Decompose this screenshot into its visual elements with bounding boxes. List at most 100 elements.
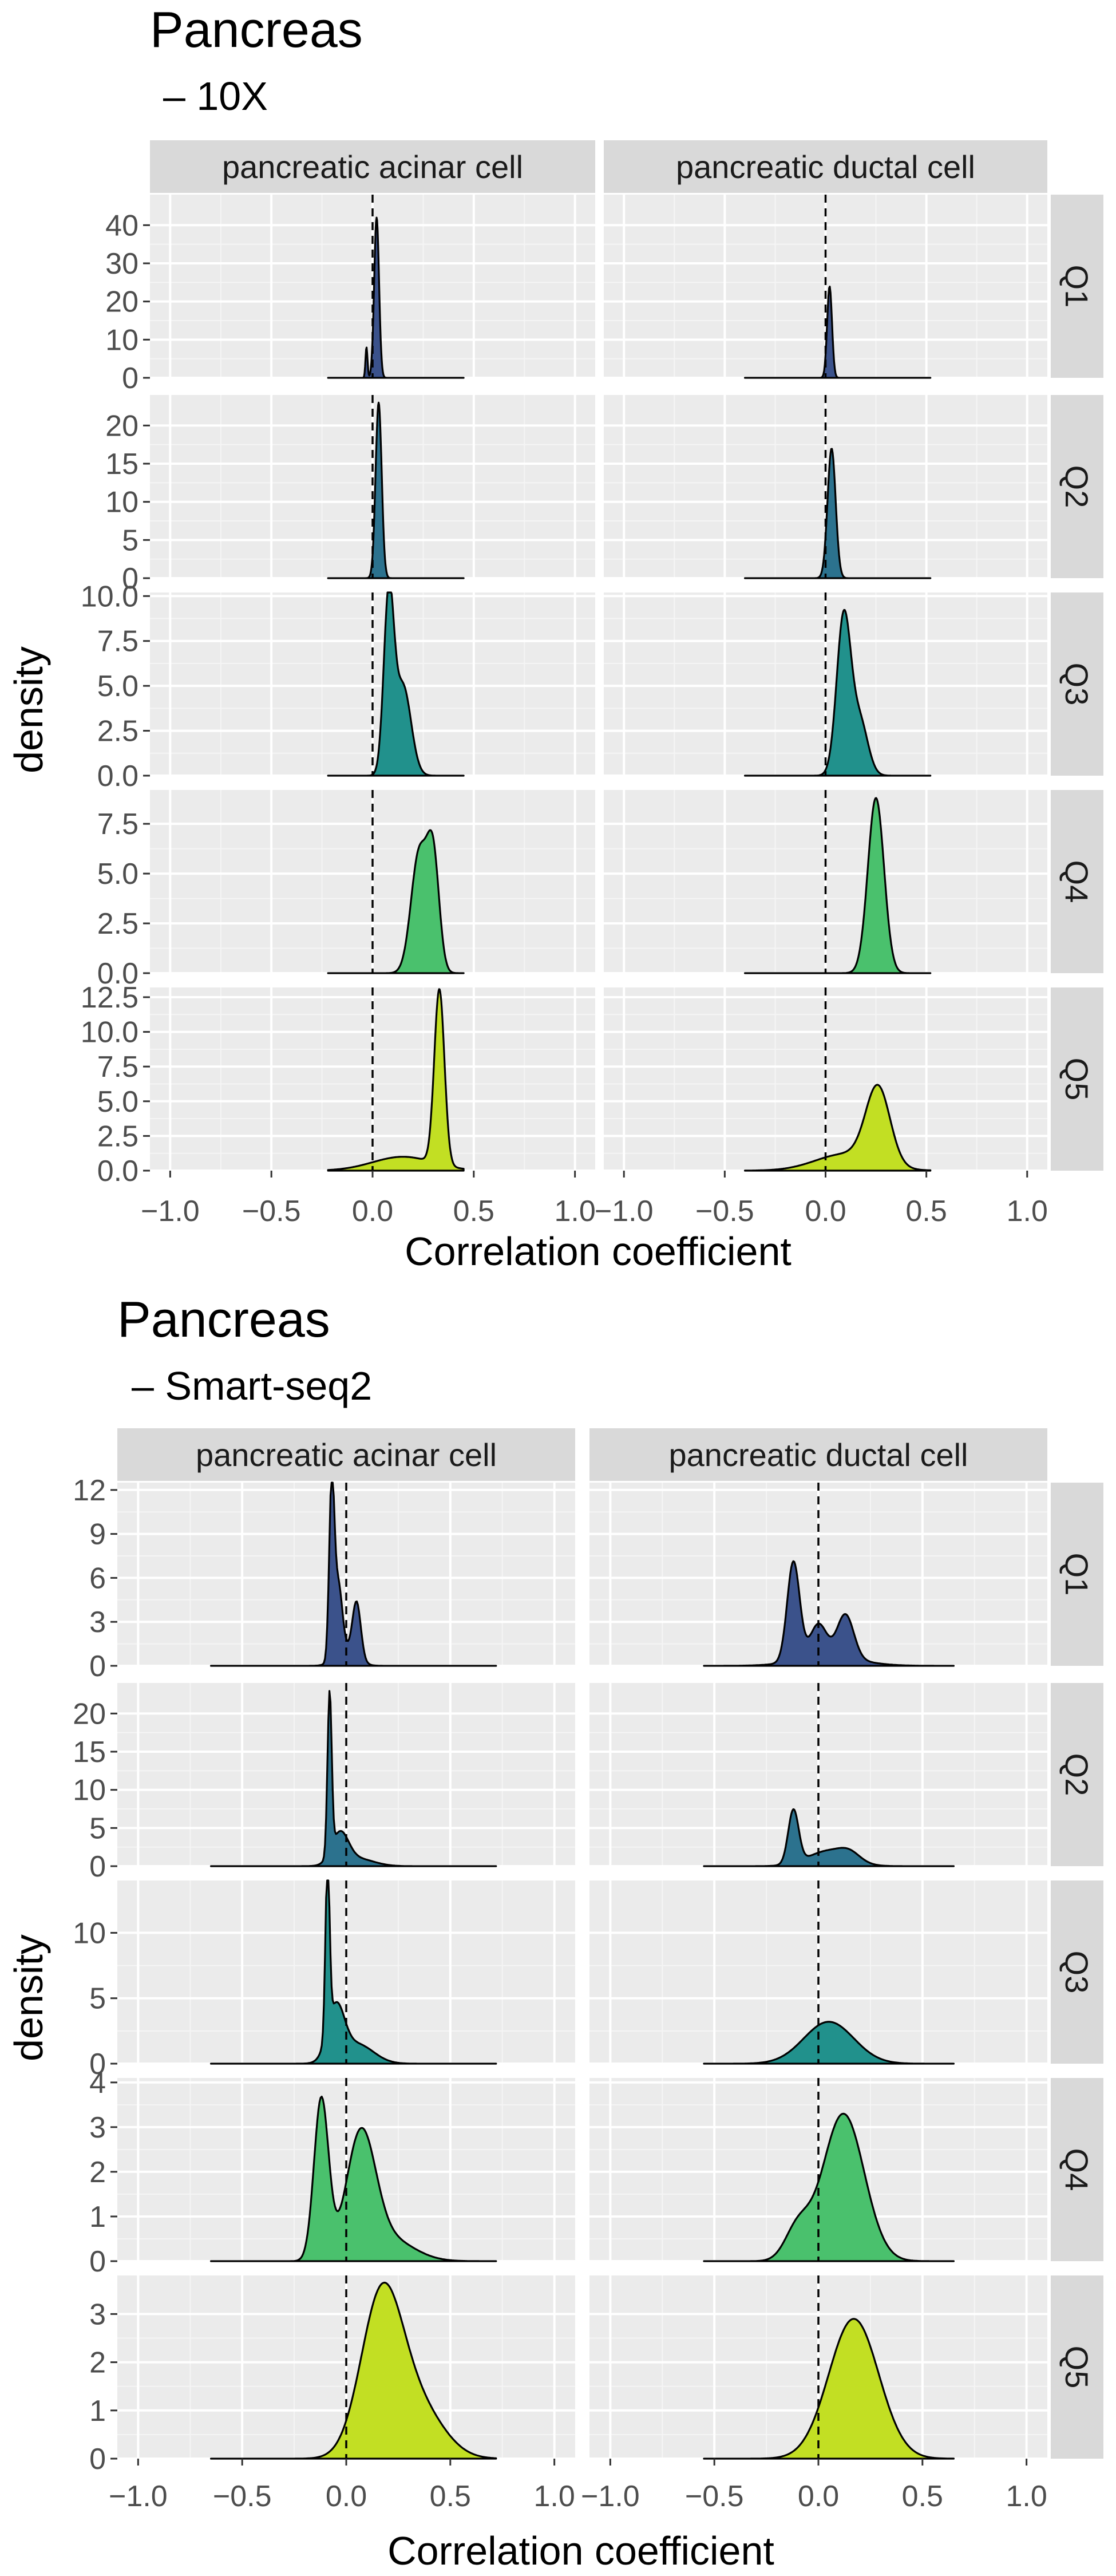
panel-Q3-2 [604, 592, 1047, 777]
y-tick-label: 0 [89, 2443, 106, 2476]
panel-Q5-1 [117, 2275, 575, 2460]
x-tick-label: 0.5 [902, 2480, 943, 2513]
x-tick-label: −0.5 [213, 2480, 272, 2513]
x-tick-label: 0.5 [430, 2480, 471, 2513]
y-tick-label: 0 [89, 2245, 106, 2278]
y-tick-label: 20 [105, 286, 138, 319]
panel-Q4-2 [589, 2078, 1047, 2262]
column-strip-label: pancreatic ductal cell [676, 149, 975, 185]
x-tick-label: 0.0 [352, 1195, 393, 1228]
chart-subtitle: – Smart-seq2 [132, 1364, 372, 1408]
x-tick-label: −1.0 [109, 2480, 168, 2513]
column-strip [604, 140, 1047, 193]
panel-Q1-1 [150, 195, 595, 379]
panel-Q1-2 [589, 1483, 1047, 1667]
chart-2: Pancreas – Smart-seq2 pancreatic acinar ce… [6, 1291, 1103, 2573]
density-area [703, 1560, 955, 1667]
x-tick-label: −0.5 [242, 1195, 301, 1228]
x-tick-label: −0.5 [695, 1195, 754, 1228]
x-tick-label: −1.0 [581, 2480, 640, 2513]
density-area [327, 829, 465, 974]
column-strip-label: pancreatic acinar cell [196, 1437, 497, 1473]
y-tick-label: 10.0 [81, 1016, 138, 1049]
row-strip-label: Q3 [1059, 663, 1095, 706]
density-area [703, 2112, 955, 2262]
y-tick-label: 2 [89, 2346, 106, 2380]
row-strip-label: Q1 [1059, 1553, 1095, 1596]
y-tick-label: 5.0 [97, 1085, 138, 1119]
y-tick-label: 10.0 [81, 580, 138, 613]
y-tick-label: 5 [89, 1812, 106, 1845]
y-tick-label: 20 [73, 1697, 106, 1730]
chart-title: Pancreas [150, 1, 363, 58]
y-tick-label: 10 [73, 1917, 106, 1950]
y-tick-label: 0 [89, 1850, 106, 1883]
y-tick-label: 12.5 [81, 981, 138, 1014]
x-tick-label: 0.0 [326, 2480, 367, 2513]
density-area [744, 448, 932, 579]
y-tick-label: 10 [73, 1774, 106, 1807]
x-tick-label: 1.0 [1007, 1195, 1048, 1228]
panel-Q5-1 [150, 987, 595, 1172]
y-tick-label: 15 [73, 1736, 106, 1769]
y-tick-label: 0.0 [97, 1155, 138, 1188]
panel-Q3-2 [589, 1880, 1047, 2065]
panel-Q2-1 [150, 395, 595, 579]
x-tick-label: 0.0 [805, 1195, 846, 1228]
row-strip [1051, 1483, 1103, 1666]
x-axis-label: Correlation coefficient [405, 1229, 792, 1274]
y-tick-label: 7.5 [97, 625, 138, 658]
density-area [703, 2021, 955, 2065]
y-axis-label: density [6, 1934, 51, 2061]
x-tick-label: 1.0 [554, 1195, 595, 1228]
y-tick-label: 5.0 [97, 670, 138, 703]
column-strip [150, 140, 595, 193]
y-tick-label: 7.5 [97, 808, 138, 841]
row-strip-label: Q4 [1059, 2148, 1095, 2191]
y-axis-label: density [6, 646, 51, 773]
panel-Q3-1 [117, 1879, 575, 2065]
row-strip-label: Q5 [1059, 2346, 1095, 2389]
x-tick-label: 1.0 [1006, 2480, 1047, 2513]
row-strip [1051, 790, 1103, 973]
y-tick-label: 3 [89, 2298, 106, 2331]
density-area [327, 591, 465, 777]
panel-Q2-1 [117, 1683, 575, 1867]
panel-Q5-2 [589, 2275, 1047, 2460]
panel-Q4-1 [117, 2078, 575, 2262]
chart-subtitle: – 10X [163, 74, 268, 118]
row-strip [1051, 2078, 1103, 2261]
y-tick-label: 1 [89, 2395, 106, 2428]
x-tick-label: 0.0 [798, 2480, 839, 2513]
row-strip [1051, 987, 1103, 1171]
y-tick-label: 15 [105, 448, 138, 481]
column-strip [117, 1428, 575, 1481]
x-tick-label: 0.5 [905, 1195, 947, 1228]
density-area [210, 1879, 497, 2065]
column-strip-label: pancreatic acinar cell [222, 149, 523, 185]
density-area [744, 797, 932, 974]
y-tick-label: 2.5 [97, 1120, 138, 1153]
density-area [327, 401, 465, 579]
density-area [327, 216, 465, 379]
density-area [210, 1690, 497, 1867]
x-tick-label: −0.5 [685, 2480, 744, 2513]
row-strip-label: Q5 [1059, 1058, 1095, 1101]
y-tick-label: 2 [89, 2156, 106, 2189]
y-tick-label: 2.5 [97, 715, 138, 748]
y-tick-label: 5.0 [97, 858, 138, 891]
column-strip-label: pancreatic ductal cell [669, 1437, 968, 1473]
row-strip [1051, 195, 1103, 378]
panel-Q2-2 [589, 1683, 1047, 1867]
x-tick-label: 1.0 [533, 2480, 575, 2513]
panel-Q5-2 [604, 987, 1047, 1172]
y-tick-label: 40 [105, 209, 138, 242]
y-tick-label: 30 [105, 247, 138, 280]
x-tick-label: −1.0 [595, 1195, 654, 1228]
x-tick-label: −1.0 [141, 1195, 200, 1228]
y-tick-label: 0.0 [97, 760, 138, 793]
row-strip [1051, 2275, 1103, 2459]
y-tick-label: 12 [73, 1474, 106, 1507]
density-area [210, 1481, 497, 1667]
y-tick-label: 5 [89, 1982, 106, 2016]
